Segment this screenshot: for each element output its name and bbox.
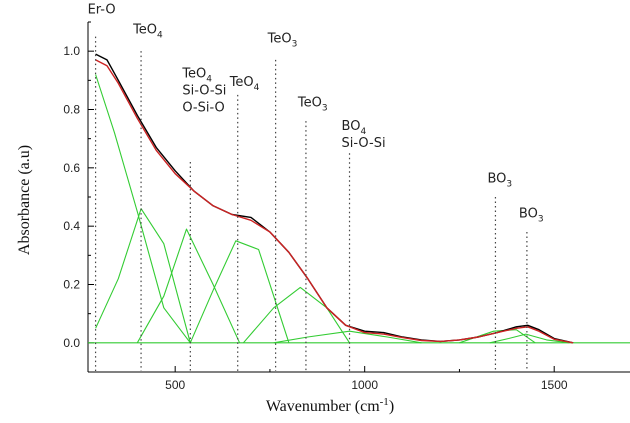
component-curve (489, 333, 570, 344)
fit-curve (95, 59, 574, 344)
peak-label: TeO4 (132, 23, 163, 41)
component-curve (189, 240, 290, 344)
y-tick-label: 0.4 (63, 219, 80, 233)
peak-label: TeO3 (267, 31, 298, 49)
x-axis-title: Wavenumber (cm-1) (266, 396, 394, 415)
y-axis-title: Absorbance (a.u) (16, 145, 33, 255)
peak-label: BO4 (342, 119, 367, 137)
peak-label: TeO3 (297, 96, 328, 114)
y-tick-label: 0.0 (63, 336, 80, 350)
axes-group: 0.0 0.2 0.4 0.6 0.8 1.0 500 1000 1500 (63, 21, 630, 392)
component-curve (136, 228, 241, 344)
y-tick-label: 1.0 (63, 44, 80, 58)
peak-label: TeO4 (229, 75, 260, 93)
peak-label: O-Si-O (182, 100, 224, 115)
component-curve (95, 74, 191, 344)
peak-label: Er-O (88, 2, 116, 17)
x-tick-label: 1500 (541, 378, 568, 392)
y-tick-label: 0.6 (63, 161, 80, 175)
peak-label: TeO4 (181, 66, 212, 84)
y-tick-label: 0.2 (63, 278, 80, 292)
y-tick-label: 0.8 (63, 103, 80, 117)
component-curve (273, 330, 422, 344)
curves-group (88, 53, 630, 344)
peak-label: Si-O-Si (182, 83, 226, 98)
annotations-group: Er-OTeO4TeO4Si-O-SiO-Si-OTeO4TeO3TeO3BO4… (88, 2, 544, 371)
component-curve (242, 286, 350, 344)
measured-curve (95, 53, 574, 344)
component-curve (95, 208, 191, 343)
peak-label: BO3 (487, 171, 512, 189)
x-tick-label: 1000 (351, 378, 378, 392)
x-tick-label: 500 (165, 378, 185, 392)
peak-label: BO3 (519, 206, 544, 224)
peak-label: Si-O-Si (342, 136, 386, 151)
